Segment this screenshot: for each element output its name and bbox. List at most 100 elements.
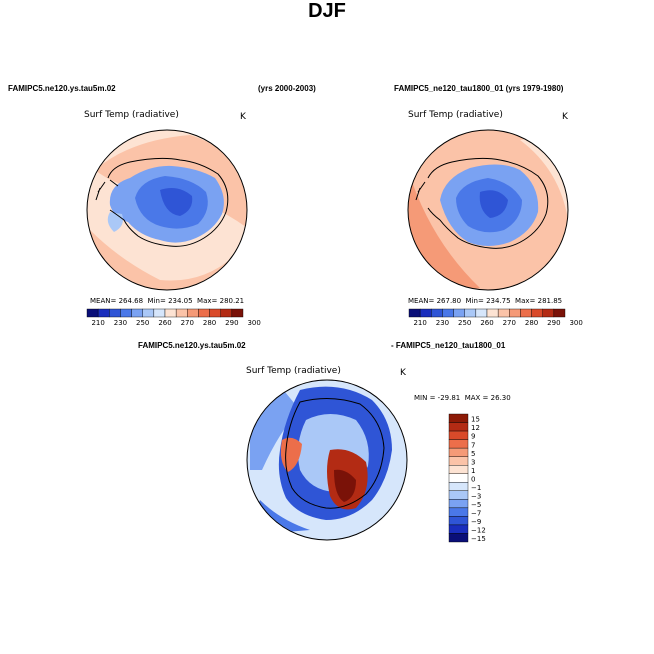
cb-right-tick-label: 280 bbox=[525, 319, 538, 327]
cb-right-tick-label: 230 bbox=[436, 319, 449, 327]
diff-colorbar-swatch bbox=[448, 447, 469, 457]
cb-left-tick-label: 230 bbox=[114, 319, 127, 327]
right-map-frame bbox=[407, 129, 569, 291]
diff-colorbar-swatch bbox=[448, 422, 469, 432]
left-antarctica-core bbox=[160, 188, 193, 216]
cb-left-swatch bbox=[209, 308, 221, 318]
diff-colorbar-swatch bbox=[448, 524, 469, 534]
diff-hot-core bbox=[334, 469, 356, 502]
cb-left-swatch bbox=[97, 308, 110, 318]
cb-left-tick-label: 250 bbox=[136, 319, 149, 327]
cb-right-swatch bbox=[453, 308, 465, 318]
cb-right-swatch bbox=[419, 308, 432, 318]
left-stats: MEAN= 264.68 Min= 234.05 Max= 280.21 bbox=[90, 297, 245, 305]
right-units: K bbox=[562, 112, 568, 122]
diff-colorbar-swatch bbox=[448, 533, 469, 543]
left-years: (yrs 2000-2003) bbox=[258, 84, 316, 93]
diff-colorbar-tick-label: −15 bbox=[471, 535, 486, 543]
cb-left-swatch bbox=[142, 308, 155, 318]
right-antarctica-core bbox=[479, 190, 508, 218]
diff-colorbar-swatch bbox=[448, 439, 469, 449]
cb-right-tick-label: 250 bbox=[458, 319, 471, 327]
right-peninsula-outline bbox=[415, 181, 426, 201]
diff-colorbar-tick-label: −3 bbox=[471, 492, 481, 500]
right-coastline bbox=[427, 157, 549, 249]
cb-left-swatch bbox=[120, 308, 132, 318]
diff-colorbar-tick-label: −1 bbox=[471, 484, 481, 492]
diff-variable-title: Surf Temp (radiative) bbox=[246, 366, 341, 376]
cb-right-swatch bbox=[520, 308, 532, 318]
diff-colorbar-swatch bbox=[448, 516, 469, 526]
diff-polar-map bbox=[247, 380, 407, 540]
left-ocean-warm-south bbox=[87, 230, 247, 290]
cb-left-tick-label: 210 bbox=[91, 319, 104, 327]
diff-colorbar-tick-label: 5 bbox=[471, 450, 475, 458]
diff-coastline bbox=[285, 398, 385, 509]
diff-colorbar-swatch bbox=[448, 507, 469, 517]
left-peninsula-outline bbox=[95, 181, 106, 201]
cb-right-swatch bbox=[442, 308, 454, 318]
cb-left-swatch bbox=[109, 308, 121, 318]
diff-colorbar-swatch bbox=[448, 482, 469, 491]
cb-left-swatch bbox=[220, 308, 233, 318]
cb-right-tick-label: 210 bbox=[413, 319, 426, 327]
cb-left-tick-label: 290 bbox=[225, 319, 238, 327]
cb-left-tick-label: 260 bbox=[158, 319, 171, 327]
diff-colorbar-swatch bbox=[448, 430, 469, 440]
diff-case-b: - FAMIPC5_ne120_tau1800_01 bbox=[391, 341, 506, 350]
diff-colorbar-tick-label: 9 bbox=[471, 433, 475, 441]
diff-units: K bbox=[400, 368, 406, 378]
cb-right-tick-label: 260 bbox=[480, 319, 493, 327]
cb-left-swatch bbox=[86, 308, 99, 318]
left-variable-title: Surf Temp (radiative) bbox=[84, 110, 179, 120]
cb-right-swatch bbox=[486, 308, 499, 318]
diff-colorbar-tick-label: −5 bbox=[471, 501, 481, 509]
right-colorbar: 210 230 250 260 270 280 290 300 bbox=[408, 308, 583, 327]
cb-left-swatch bbox=[153, 308, 166, 318]
cb-left-swatch bbox=[164, 308, 177, 318]
cb-right-tick-label: 300 bbox=[569, 319, 582, 327]
diff-colorbar-tick-label: 15 bbox=[471, 416, 480, 424]
cb-right-swatch bbox=[475, 308, 488, 318]
diff-colorbar-swatch bbox=[448, 490, 469, 500]
diff-case-a: FAMIPC5.ne120.ys.tau5m.02 bbox=[138, 341, 246, 350]
cb-right-swatch bbox=[553, 308, 566, 318]
diff-colorbar-tick-label: −12 bbox=[471, 527, 486, 535]
cb-left-swatch bbox=[187, 308, 199, 318]
right-polar-map bbox=[408, 130, 568, 290]
right-variable-title: Surf Temp (radiative) bbox=[408, 110, 503, 120]
left-coastline bbox=[107, 157, 229, 247]
cb-left-swatch bbox=[231, 308, 244, 318]
right-stats: MEAN= 267.80 Min= 234.75 Max= 281.85 bbox=[408, 297, 563, 305]
cb-left-swatch bbox=[175, 308, 188, 318]
right-case-name: FAMIPC5_ne120_tau1800_01 (yrs 1979-1980) bbox=[394, 84, 564, 93]
diff-colorbar-swatch bbox=[448, 456, 469, 466]
cb-left-tick-label: 300 bbox=[247, 319, 260, 327]
diff-colorbar-swatch bbox=[448, 473, 469, 483]
cb-right-swatch bbox=[497, 308, 510, 318]
diff-colorbar-tick-label: 1 bbox=[471, 467, 475, 475]
left-map-frame bbox=[86, 129, 248, 291]
cb-left-tick-label: 270 bbox=[181, 319, 194, 327]
cb-right-tick-label: 270 bbox=[503, 319, 516, 327]
left-case-name: FAMIPC5.ne120.ys.tau5m.02 bbox=[8, 84, 116, 93]
diff-colorbar-tick-label: 7 bbox=[471, 441, 475, 449]
diff-colorbar-tick-label: 0 bbox=[471, 475, 475, 483]
left-colorbar: 210 230 250 260 270 280 290 300 bbox=[86, 308, 261, 327]
diff-minmax: MIN = -29.81 MAX = 26.30 bbox=[414, 394, 511, 402]
diff-colorbar-swatch bbox=[448, 465, 469, 474]
cb-right-swatch bbox=[431, 308, 443, 318]
cb-left-swatch bbox=[131, 308, 143, 318]
diff-map-frame bbox=[246, 379, 408, 541]
diff-colorbar-tick-label: −7 bbox=[471, 510, 481, 518]
cb-right-swatch bbox=[531, 308, 543, 318]
figure-title: DJF bbox=[308, 0, 346, 22]
cb-right-swatch bbox=[509, 308, 521, 318]
cb-right-swatch bbox=[408, 308, 421, 318]
cb-right-swatch bbox=[542, 308, 555, 318]
cb-left-tick-label: 280 bbox=[203, 319, 216, 327]
diff-colorbar-swatch bbox=[448, 413, 469, 423]
left-polar-map bbox=[87, 130, 247, 290]
cb-right-swatch bbox=[464, 308, 477, 318]
